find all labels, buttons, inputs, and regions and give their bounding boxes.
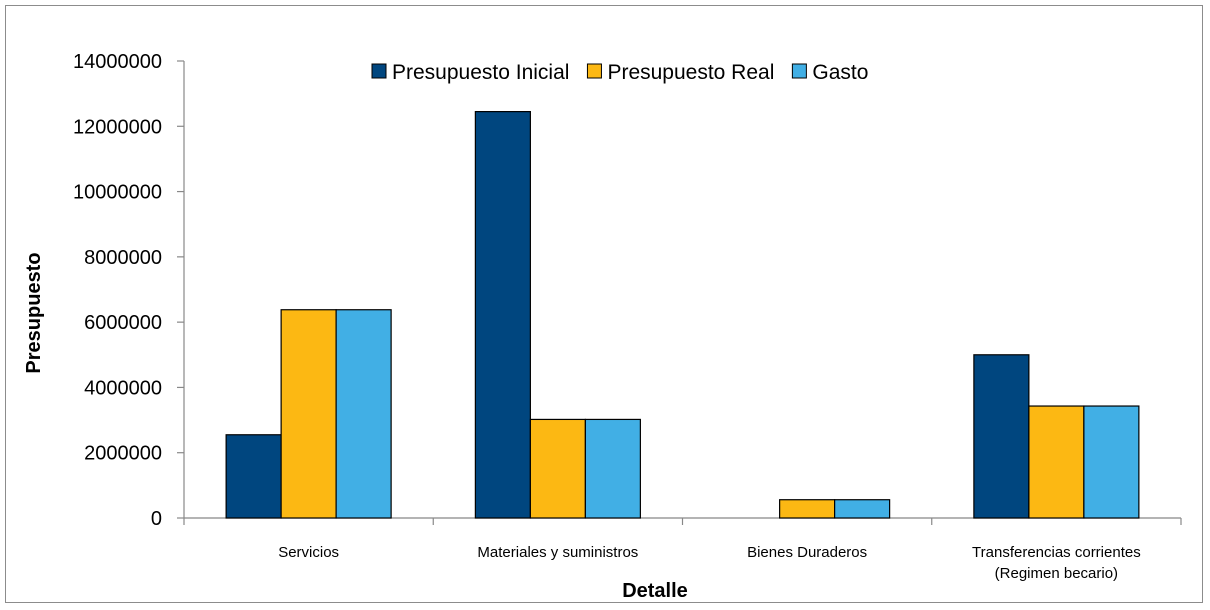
x-category-label: Transferencias corrientes [972, 544, 1141, 561]
bar-gasto [1083, 405, 1140, 519]
legend-swatch [791, 63, 807, 79]
y-tick-label: 0 [151, 508, 162, 530]
y-tick-label: 2000000 [84, 443, 162, 465]
legend: Presupuesto Inicial Presupuesto Real Gasto [371, 61, 868, 84]
legend-swatch [586, 63, 602, 79]
bar-presupuesto-real [779, 499, 836, 519]
x-axis: Servicios Materiales y suministros Bienes … [183, 517, 1182, 582]
bar-gasto [584, 418, 641, 519]
bar-presupuesto-real [529, 418, 586, 519]
legend-swatch [371, 63, 387, 79]
y-tick-label: 4000000 [84, 377, 162, 399]
x-axis-title: Detalle [622, 580, 688, 602]
x-category-label: Materiales y suministros [477, 544, 638, 561]
y-tick-label: 12000000 [73, 116, 162, 138]
bars [225, 110, 1140, 519]
y-tick-label: 6000000 [84, 312, 162, 334]
x-category-label: Bienes Duraderos [747, 544, 867, 561]
y-tick-label: 10000000 [73, 182, 162, 204]
legend-label: Presupuesto Real [607, 61, 774, 84]
y-tick-label: 8000000 [84, 247, 162, 269]
x-category-label: (Regimen becario) [995, 565, 1118, 582]
y-axis-title: Presupuesto [23, 252, 45, 373]
bar-gasto [834, 499, 891, 519]
y-axis: 0 2000000 4000000 6000000 8000000 10000000 120… [73, 51, 185, 530]
y-tick-label: 14000000 [73, 51, 162, 73]
bar-presupuesto-real [1028, 405, 1085, 519]
bar-gasto [335, 309, 392, 519]
bar-presupuesto-inicial [474, 110, 531, 519]
legend-label: Gasto [812, 61, 868, 84]
bar-presupuesto-real [280, 309, 337, 519]
bar-presupuesto-inicial [225, 434, 282, 519]
bar-presupuesto-inicial [973, 354, 1030, 519]
legend-label: Presupuesto Inicial [392, 61, 569, 84]
x-category-label: Servicios [278, 544, 339, 561]
